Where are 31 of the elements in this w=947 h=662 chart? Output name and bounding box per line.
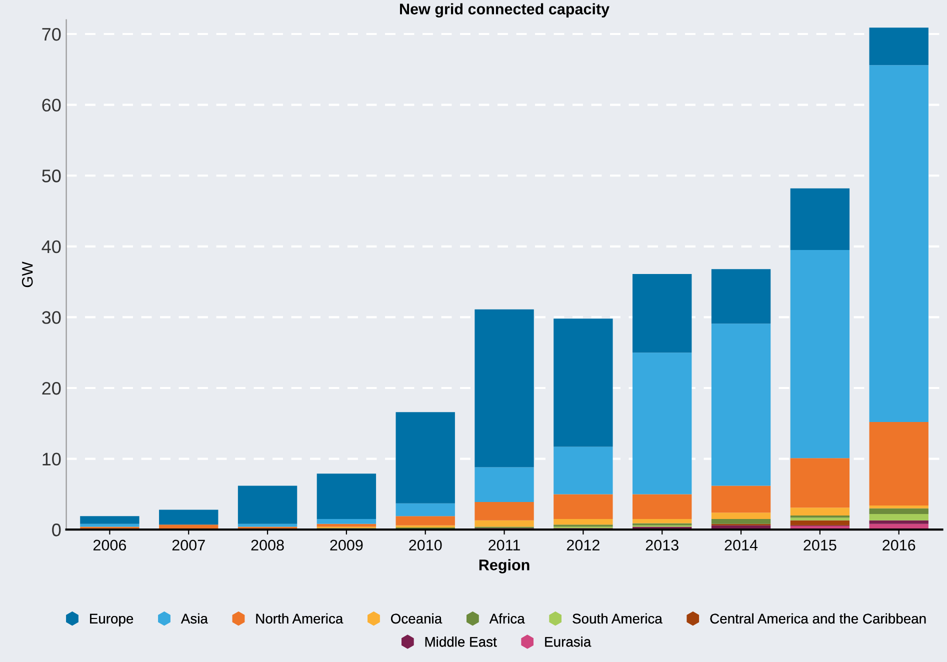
- y-tick-label: 30: [42, 311, 61, 324]
- chart-title: New grid connected capacity: [400, 3, 610, 18]
- legend-label: Europe: [90, 614, 134, 626]
- legend-label: South America: [572, 613, 662, 624]
- x-axis-title: Region: [479, 559, 530, 574]
- legend-label: Eurasia: [545, 636, 592, 647]
- y-tick-label: 0: [52, 524, 61, 536]
- legend-label: Middle East: [425, 636, 497, 647]
- legend-label: North America: [256, 613, 344, 624]
- legend-label: Oceania: [391, 613, 442, 624]
- x-tick-label: 2007: [172, 540, 205, 551]
- legend-label: Asia: [180, 613, 208, 624]
- y-tick-label: 50: [42, 170, 61, 182]
- x-tick-label: 2010: [409, 540, 442, 551]
- legend-label: Africa: [489, 613, 525, 624]
- x-tick-label: 2016: [882, 540, 916, 551]
- y-tick-label: 40: [42, 240, 61, 254]
- x-tick-label: 2015: [804, 540, 836, 551]
- y-tick-label: 70: [42, 28, 61, 41]
- y-axis-title: GW: [22, 262, 33, 288]
- x-tick-label: 2009: [330, 540, 363, 551]
- x-tick-label: 2014: [724, 540, 758, 551]
- legend-label: Central America and the Caribbean: [710, 613, 926, 624]
- x-tick-label: 2006: [93, 540, 126, 551]
- x-tick-label: 2008: [251, 540, 284, 551]
- y-tick-label: 60: [42, 98, 61, 112]
- y-tick-label: 20: [42, 382, 61, 395]
- x-tick-label: 2012: [566, 540, 600, 551]
- y-tick-label: 10: [42, 452, 61, 466]
- x-tick-label: 2013: [646, 540, 678, 551]
- x-tick-label: 2011: [488, 540, 520, 551]
